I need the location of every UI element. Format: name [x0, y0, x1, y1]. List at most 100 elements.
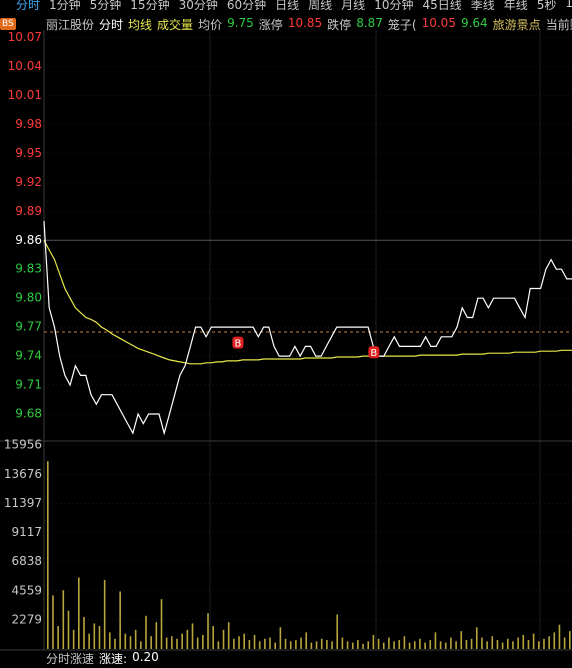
volume-bar	[62, 590, 65, 649]
volume-bar	[264, 638, 266, 649]
volume-bar	[78, 577, 80, 649]
volume-bar	[134, 629, 137, 649]
volume-bar	[67, 610, 70, 649]
tab[interactable]: 月线	[341, 0, 366, 10]
tab[interactable]: 5秒	[536, 0, 557, 10]
volume-bar	[439, 641, 442, 649]
y-tick-label: 9.98	[15, 117, 42, 131]
volume-bar	[269, 637, 271, 649]
tab[interactable]: 5分钟	[89, 0, 122, 10]
trade-marker-label: B	[370, 348, 377, 359]
volume-bar	[300, 637, 302, 649]
y-tick-label: 9.89	[15, 204, 42, 218]
volume-bar	[408, 642, 411, 649]
volume-bar	[362, 643, 364, 649]
volume-bar	[233, 638, 235, 649]
tab[interactable]: 年线	[503, 0, 528, 10]
volume-bar	[563, 637, 566, 649]
info-item: 跌停	[327, 18, 352, 32]
volume-bar	[465, 640, 468, 649]
y-tick-label: 9.68	[15, 406, 42, 420]
volume-bar	[171, 636, 173, 649]
volume-bar	[93, 623, 96, 649]
y-tick-label: 9.77	[15, 320, 42, 334]
volume-bar	[165, 637, 168, 649]
volume-bar	[243, 633, 245, 649]
tab[interactable]: 30分钟	[178, 0, 218, 10]
tab[interactable]: 60分钟	[226, 0, 267, 10]
volume-bar	[496, 640, 499, 649]
volume-bar	[382, 642, 385, 649]
tab-bar: 分时 1分钟 5分钟 15分钟 30分钟 60分钟 日线 周线 月线 10分钟 45日线 季线 年线 5秒…	[16, 0, 572, 10]
y-tick-label: 9.83	[15, 262, 42, 276]
volume-bar	[419, 638, 421, 649]
trade-marker	[232, 336, 244, 349]
volume-bar	[57, 626, 59, 649]
volume-bar	[413, 641, 416, 649]
volume-bar	[103, 580, 106, 649]
volume-bar	[289, 641, 292, 649]
volume-bar	[475, 627, 478, 649]
volume-bar	[341, 637, 344, 649]
volume-bar	[336, 614, 339, 649]
y-tick-label: 2279	[11, 612, 42, 626]
badge: BS	[0, 18, 16, 30]
info-item: 笼子(	[387, 18, 417, 32]
volume-bar	[501, 642, 504, 649]
volume-bar	[202, 634, 204, 649]
tab[interactable]: 分时	[16, 0, 41, 10]
volume-bar	[450, 637, 452, 649]
volume-bar	[429, 640, 432, 649]
volume-bar	[98, 626, 101, 649]
volume-bar	[191, 623, 194, 649]
volume-bar	[114, 638, 116, 649]
y-tick-label: 4559	[11, 583, 42, 597]
volume-bar	[238, 636, 240, 649]
y-tick-label: 10.04	[8, 59, 42, 73]
volume-bar	[109, 632, 111, 649]
volume-bar	[217, 641, 220, 649]
volume-bar	[512, 641, 514, 649]
volume-bar	[47, 461, 49, 649]
info-item: 10.05	[421, 16, 456, 30]
y-tick-label: 9.92	[15, 175, 42, 189]
info-item: 分时	[99, 18, 124, 32]
tab[interactable]: 1分钟	[49, 0, 81, 10]
tab[interactable]: 15分钟	[130, 0, 170, 10]
volume-bar	[140, 641, 142, 649]
volume-bar	[284, 638, 287, 649]
volume-bar	[145, 615, 147, 649]
info-bar: 丽江股份 分时 均线 成交量 均价 9.75 涨停 10.85 跌停 8.87 笼子(10.05 9.…	[46, 16, 572, 32]
tab[interactable]: 季线	[470, 0, 495, 10]
tab[interactable]: 10分钟	[374, 0, 414, 10]
y-tick-label: 11397	[4, 496, 42, 510]
volume-bar	[357, 640, 359, 649]
info-item: 旅游景点	[492, 18, 541, 32]
y-tick-label: 9.86	[15, 233, 42, 247]
volume-bar	[207, 613, 209, 649]
footer-bar: 分时涨速 涨速: 0.20	[46, 650, 159, 666]
volume-bar	[129, 636, 132, 649]
y-tick-label: 10.01	[8, 88, 42, 102]
info-item: 9.64	[460, 16, 488, 30]
info-item: 9.75	[227, 16, 254, 30]
info-item: 10.85	[287, 16, 323, 30]
volume-bar	[434, 632, 437, 649]
volume-bar	[253, 634, 256, 649]
tab[interactable]: 日线	[275, 0, 300, 10]
tab[interactable]: 周线	[308, 0, 333, 10]
y-tick-label: 10.07	[8, 30, 42, 44]
volume-bar	[196, 637, 199, 649]
trade-marker-label: B	[234, 339, 241, 350]
tab[interactable]: 15	[565, 0, 572, 10]
volume-bar	[331, 641, 333, 649]
volume-bar	[320, 638, 323, 649]
volume-bar	[181, 633, 183, 649]
info-item: 均价	[198, 18, 223, 32]
tab[interactable]: 45日线	[422, 0, 462, 10]
volume-bar	[227, 622, 230, 649]
footer-item: 分时涨速	[46, 652, 95, 666]
volume-bar	[444, 642, 447, 649]
volume-bar	[537, 641, 540, 649]
volume-bar	[52, 595, 54, 649]
